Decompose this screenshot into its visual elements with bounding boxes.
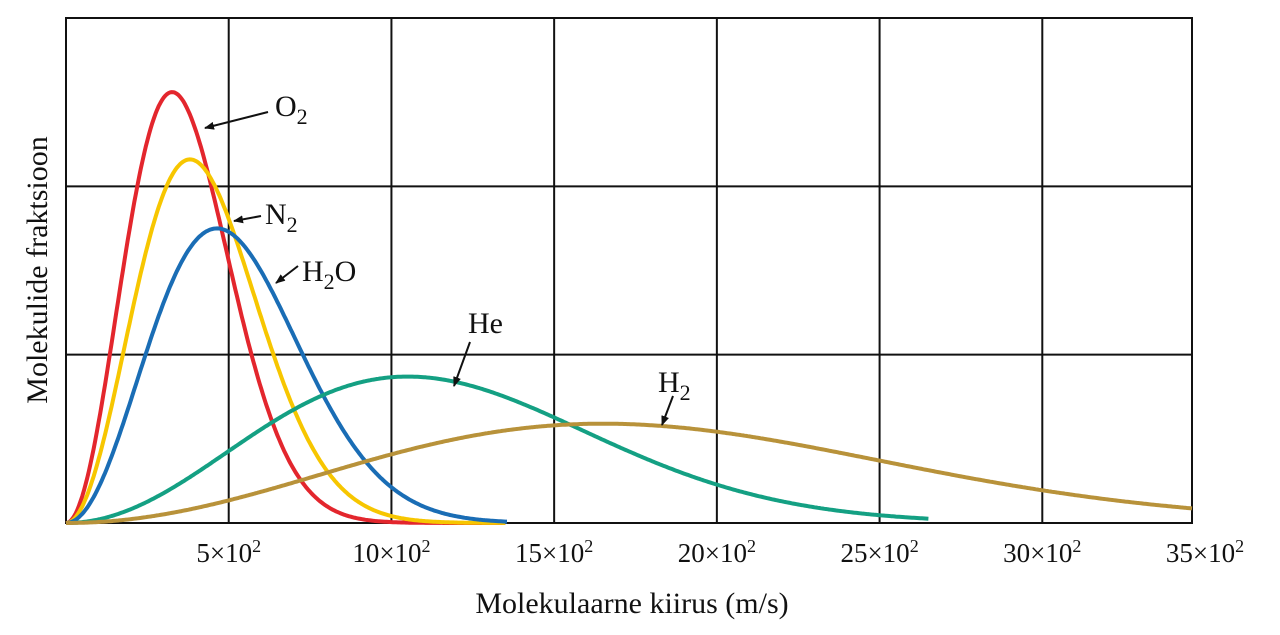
x-tick-label: 25×102 — [840, 536, 918, 568]
x-tick-label: 10×102 — [352, 536, 430, 568]
arrow-n2 — [233, 215, 262, 224]
series-label-he: He — [468, 307, 503, 340]
arrow-h2o — [275, 265, 299, 284]
grid — [65, 17, 1193, 524]
arrow-h2 — [661, 395, 674, 426]
curves — [65, 90, 1193, 525]
series-label-n2: N2 — [265, 198, 298, 237]
x-tick-label: 15×102 — [515, 536, 593, 568]
x-tick-labels: 5×102 10×102 15×102 20×102 25×102 30×102 35×10… — [196, 536, 1244, 568]
arrow-o2 — [204, 111, 269, 130]
x-tick-label: 30×102 — [1003, 536, 1081, 568]
series-label-h2o: H2O — [302, 255, 356, 294]
series-label-o2: O2 — [275, 90, 308, 129]
series-line-h2o — [65, 226, 508, 525]
series-line-n2 — [65, 157, 506, 525]
plot-frame — [65, 17, 1193, 524]
x-tick-label: 5×102 — [196, 536, 261, 568]
series-line-h2 — [65, 421, 1193, 525]
series-label-h2: H2 — [658, 366, 691, 405]
y-axis-title: Molekulide fraktsioon — [21, 136, 54, 403]
x-tick-label: 20×102 — [678, 536, 756, 568]
series-line-he — [65, 374, 929, 525]
arrow-he — [453, 341, 471, 387]
x-tick-label: 35×102 — [1166, 536, 1244, 568]
x-axis-title: Molekulaarne kiirus (m/s) — [475, 587, 788, 620]
